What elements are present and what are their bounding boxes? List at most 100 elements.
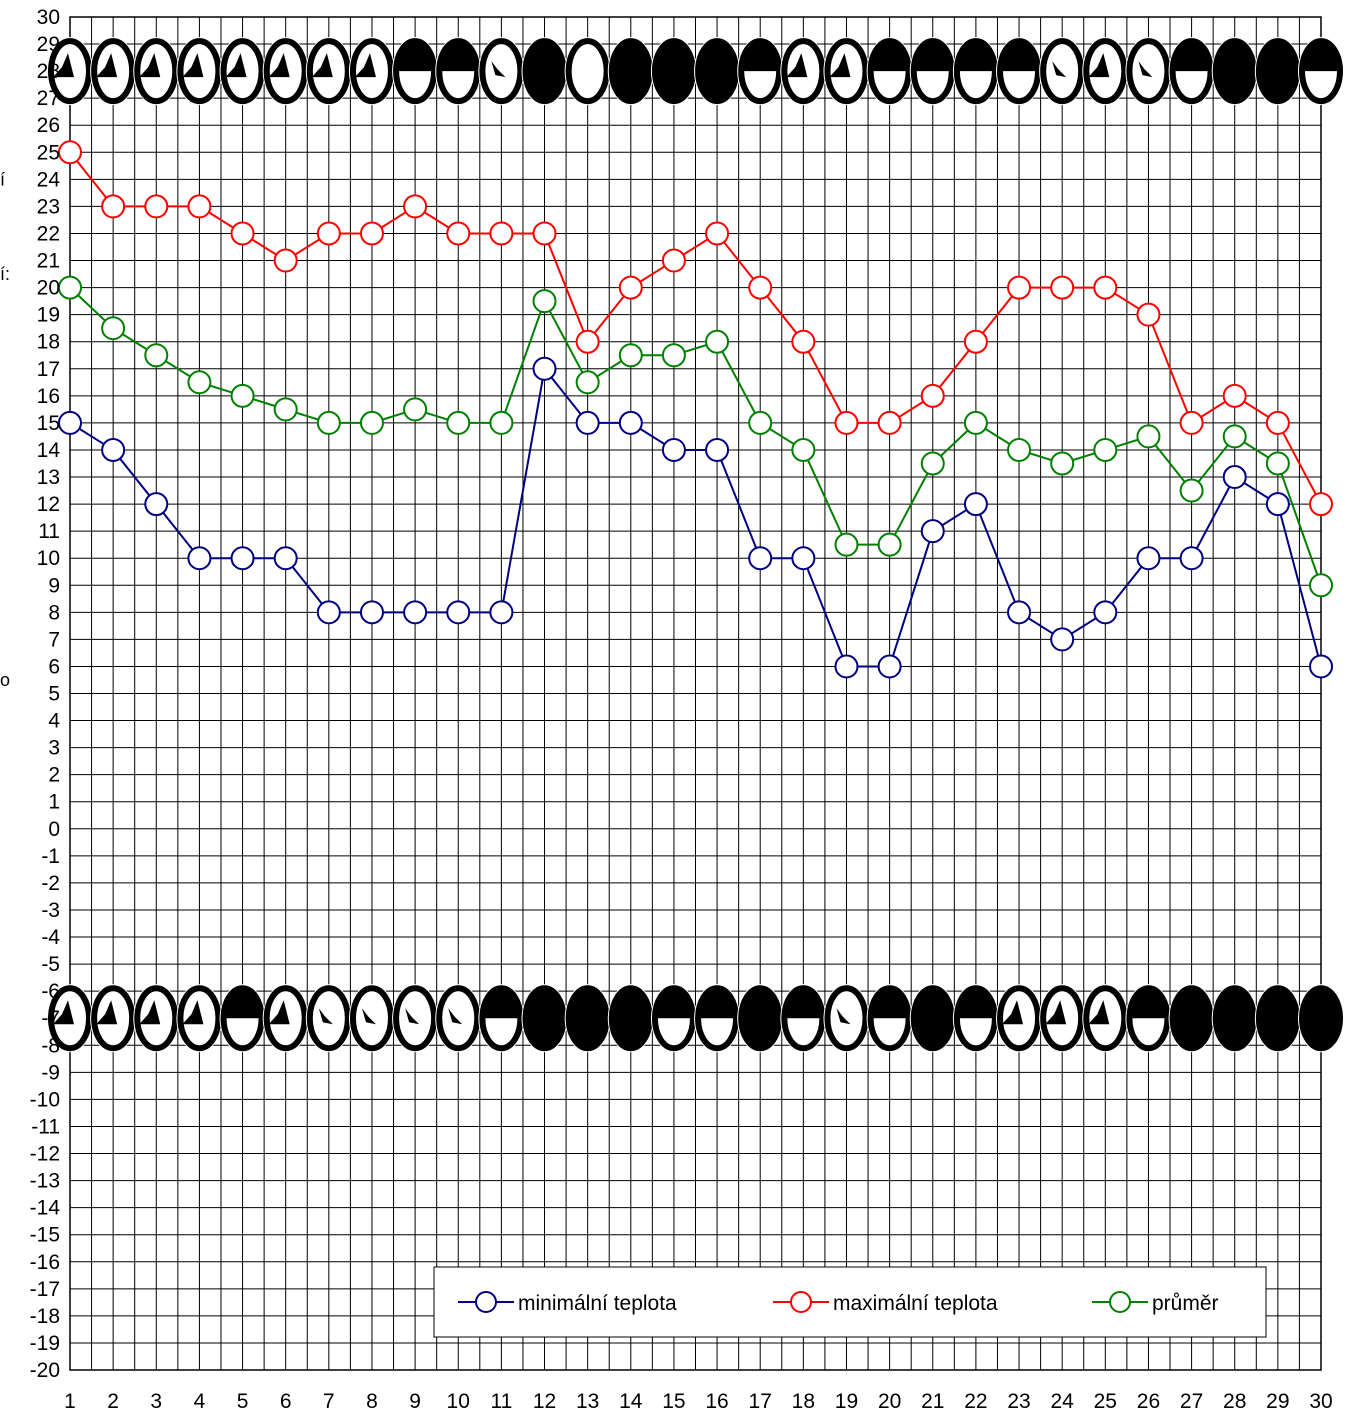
cloud-cover-icon-half-cloudy (392, 37, 439, 106)
y-tick-label: 12 (37, 493, 60, 516)
x-tick-label: 27 (1180, 1390, 1203, 1413)
data-point (359, 410, 384, 435)
data-point (1179, 546, 1204, 571)
cloud-cover-icon-half-cloudy (952, 984, 999, 1053)
cloud-cover-icon-overcast (607, 37, 654, 106)
y-tick-label: 6 (48, 655, 60, 678)
data-point (489, 410, 514, 435)
series-průměr (58, 275, 1333, 598)
lower-cloud-cover-row (47, 984, 1344, 1053)
data-point (1179, 478, 1204, 503)
cloud-cover-icon-overcast (1254, 37, 1301, 106)
data-point (187, 546, 212, 571)
data-point (1050, 275, 1075, 300)
y-tick-label: -9 (41, 1061, 60, 1084)
series-maximální-teplota (58, 140, 1333, 517)
cloud-cover-icon-partly-cloudy (348, 37, 395, 106)
data-point (705, 437, 730, 462)
data-point (575, 329, 600, 354)
x-tick-label: 17 (749, 1390, 772, 1413)
cloud-cover-icon-half-cloudy (435, 37, 482, 106)
cloud-cover-icon-partly-cloudy (1039, 984, 1086, 1053)
data-point (748, 275, 773, 300)
cloud-cover-icon-partly-cloudy (1082, 984, 1129, 1053)
data-point (316, 600, 341, 625)
y-tick-label: 21 (37, 250, 60, 273)
cloud-cover-icon-half-cloudy (780, 984, 827, 1053)
cloud-cover-icon-overcast (564, 984, 611, 1053)
y-tick-label: 16 (37, 385, 60, 408)
data-point (575, 410, 600, 435)
x-tick-label: 28 (1223, 1390, 1246, 1413)
cloud-cover-icon-half-cloudy (1125, 984, 1172, 1053)
data-point (446, 221, 471, 246)
x-tick-label: 30 (1309, 1390, 1332, 1413)
data-point (144, 194, 169, 219)
cloud-cover-icon-mostly-clear (392, 984, 439, 1053)
cloud-cover-icon-half-cloudy (1298, 37, 1344, 106)
data-point (489, 221, 514, 246)
cloud-cover-icon-mostly-clear (348, 984, 395, 1053)
y-tick-label: -2 (41, 872, 60, 895)
cloud-cover-icon-partly-cloudy (176, 984, 223, 1053)
data-point (403, 600, 428, 625)
y-tick-label: 3 (48, 737, 60, 760)
x-tick-label: 9 (409, 1390, 421, 1413)
data-point (1222, 383, 1247, 408)
data-point (1265, 410, 1290, 435)
data-point (1007, 275, 1032, 300)
data-point (575, 370, 600, 395)
x-tick-label: 5 (237, 1390, 249, 1413)
y-tick-label: 11 (38, 520, 60, 543)
data-point (748, 410, 773, 435)
data-point (834, 654, 859, 679)
data-point (963, 329, 988, 354)
x-tick-label: 18 (792, 1390, 815, 1413)
y-tick-label: 0 (48, 818, 60, 841)
series-minimální-teplota (58, 356, 1333, 679)
x-tick-label: 11 (490, 1390, 512, 1413)
y-tick-label: -3 (41, 899, 60, 922)
y-tick-label: 8 (48, 601, 60, 624)
data-point (230, 383, 255, 408)
x-tick-label: 23 (1007, 1390, 1030, 1413)
data-point (1093, 437, 1118, 462)
cloud-cover-icon-half-cloudy (1168, 37, 1215, 106)
y-tick-label: 2 (48, 764, 60, 787)
y-tick-label: 24 (37, 168, 61, 191)
data-point (618, 343, 643, 368)
data-point (230, 221, 255, 246)
data-point (877, 532, 902, 557)
data-point (1007, 600, 1032, 625)
cloud-cover-icon-partly-cloudy (305, 37, 352, 106)
data-point (316, 221, 341, 246)
data-point (705, 221, 730, 246)
x-tick-label: 26 (1137, 1390, 1160, 1413)
cloud-cover-icon-overcast (1298, 984, 1344, 1053)
upper-cloud-cover-row (47, 37, 1344, 106)
x-tick-label: 14 (619, 1390, 643, 1413)
cloud-cover-icon-partly-cloudy (219, 37, 266, 106)
data-point (101, 316, 126, 341)
y-tick-label: -20 (30, 1359, 60, 1382)
data-point (58, 140, 82, 165)
data-point (1265, 451, 1290, 476)
data-point (661, 248, 686, 273)
cloud-cover-icon-half-cloudy (909, 37, 956, 106)
data-point (791, 546, 816, 571)
data-point (1093, 275, 1118, 300)
data-point (1309, 573, 1333, 598)
legend-swatch-marker (1109, 1291, 1131, 1313)
y-tick-label: -15 (30, 1224, 60, 1247)
data-point (58, 275, 82, 300)
data-point (359, 600, 384, 625)
cloud-cover-icon-mostly-clear (1039, 37, 1086, 106)
legend-swatch-marker (475, 1291, 497, 1313)
data-point (273, 248, 298, 273)
cloud-cover-icon-partly-cloudy (47, 984, 93, 1053)
x-tick-label: 25 (1094, 1390, 1117, 1413)
legend-entry: maximální teplota (773, 1291, 998, 1315)
data-point (403, 397, 428, 422)
data-point (144, 492, 169, 517)
cloud-cover-icon-partly-cloudy (262, 984, 309, 1053)
